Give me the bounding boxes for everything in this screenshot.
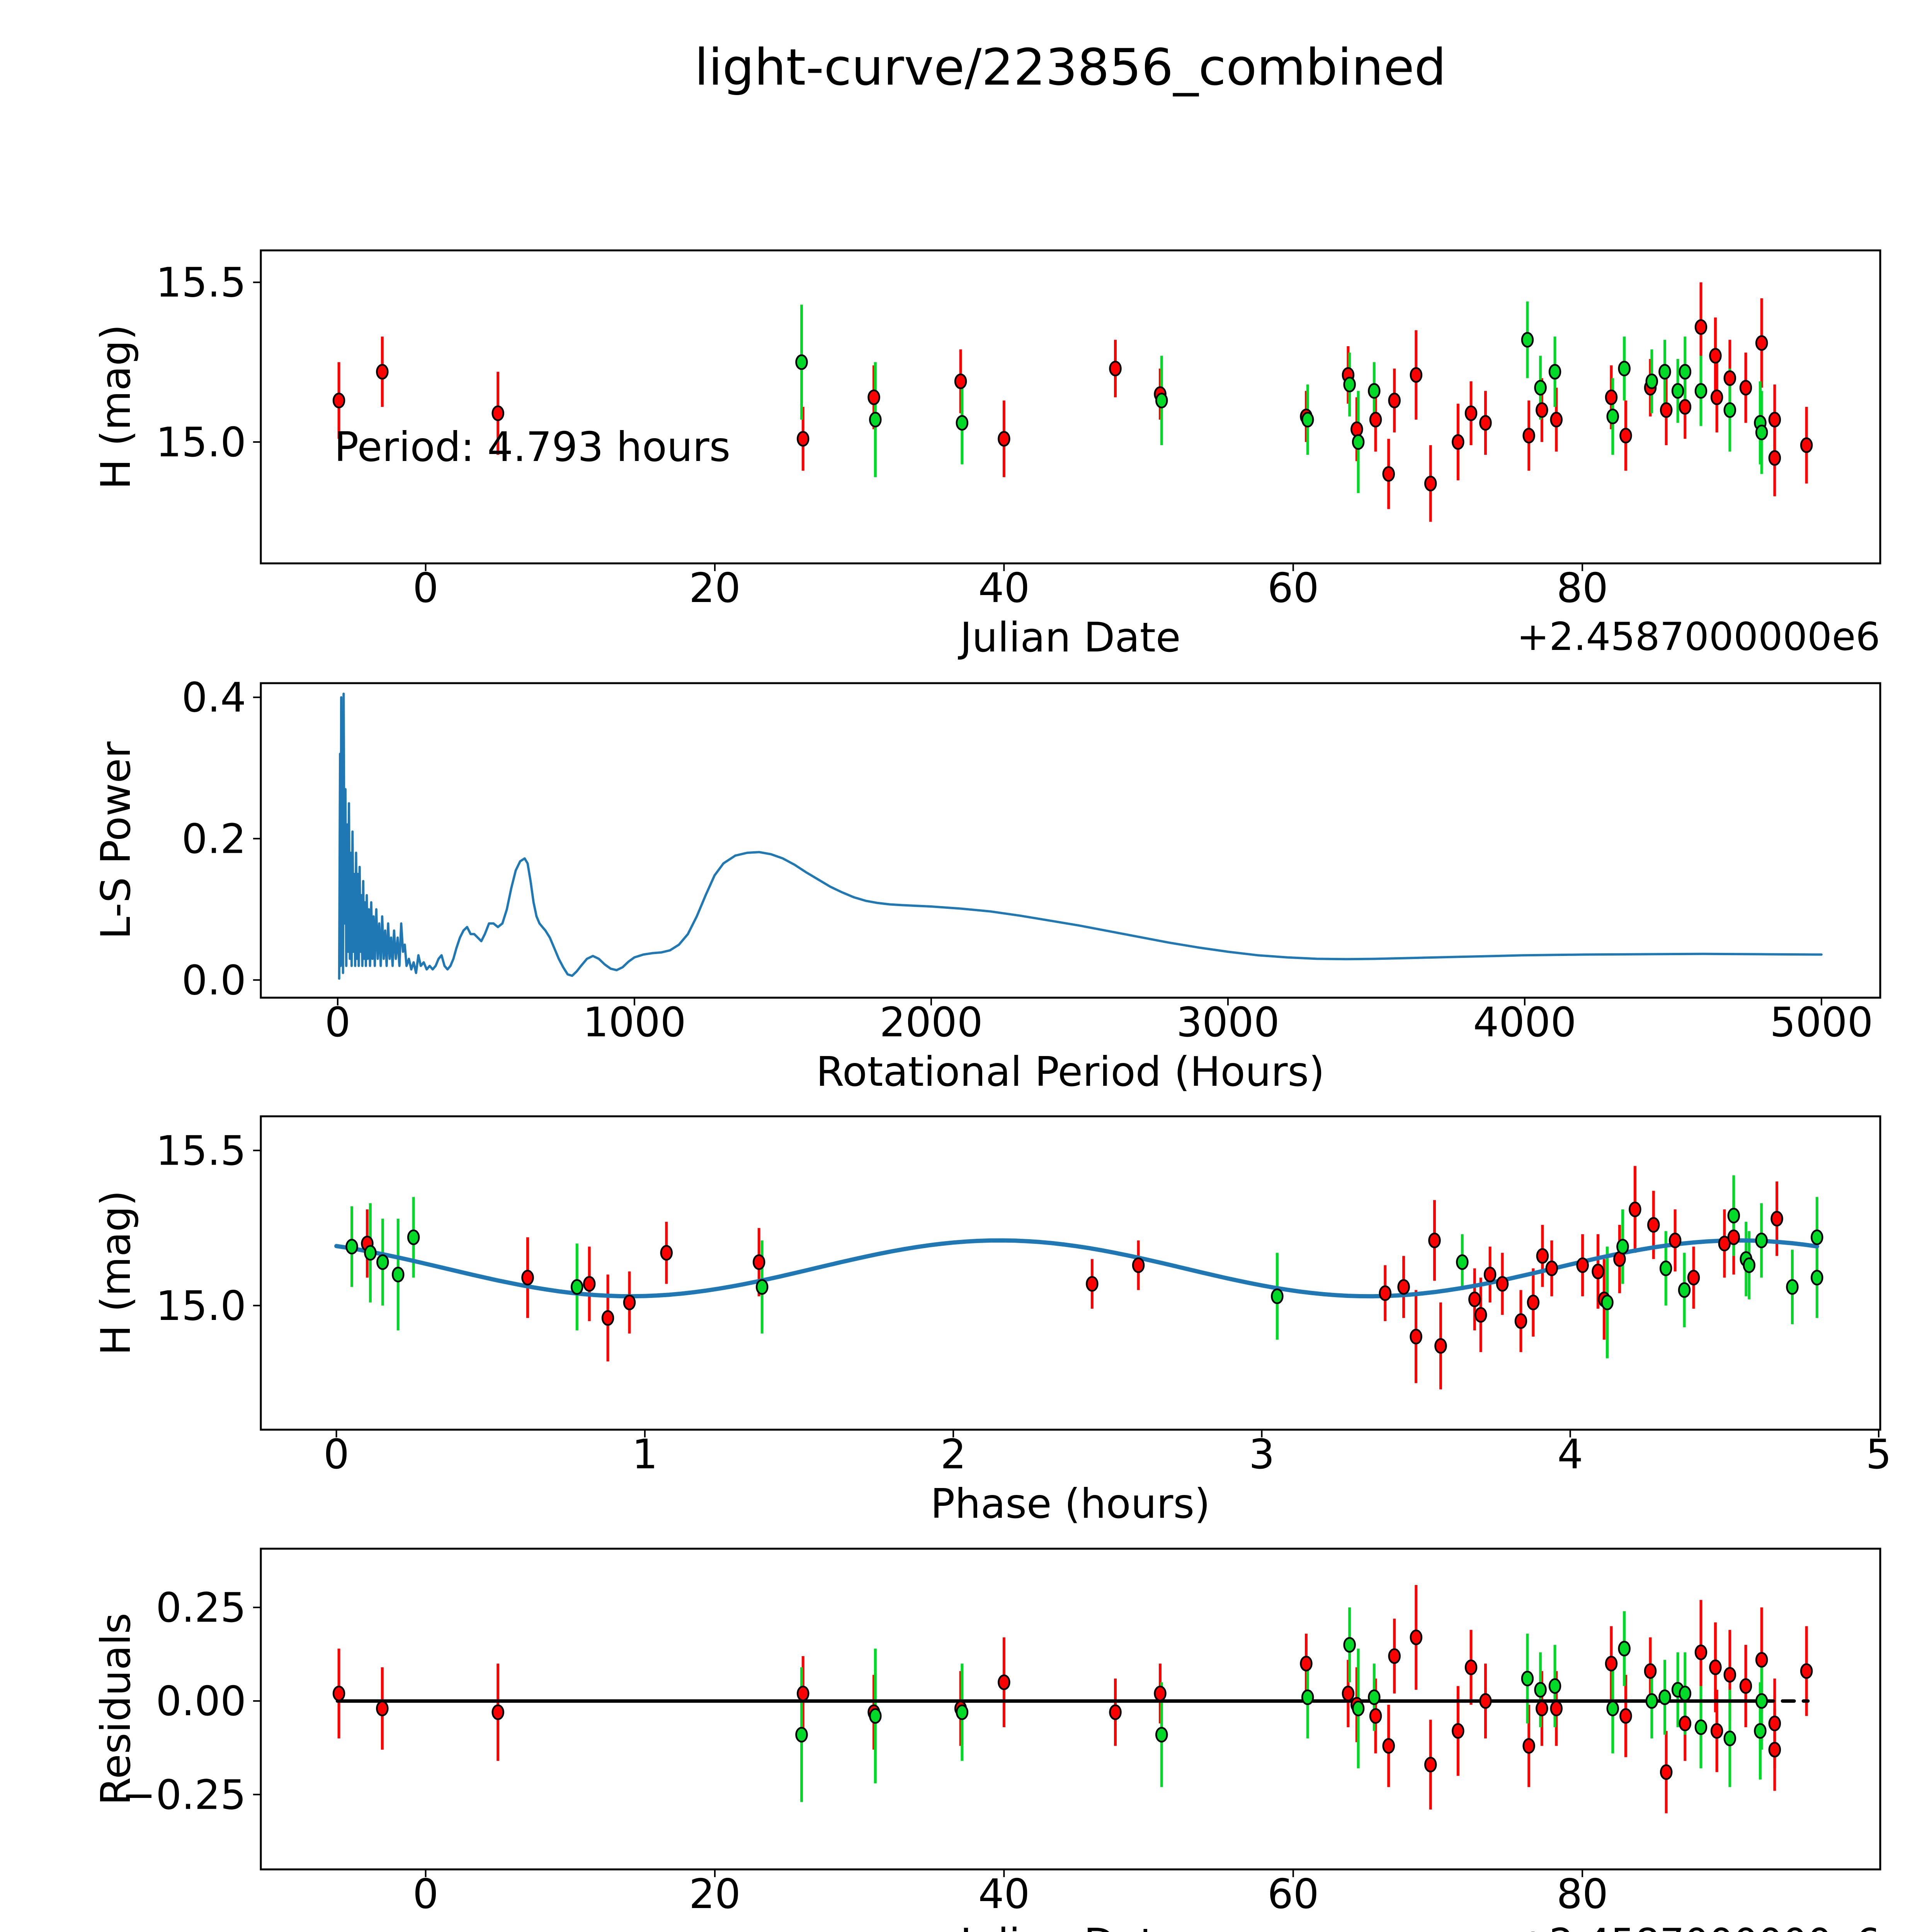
axis-y-label-lightcurve: H (mag) bbox=[92, 324, 139, 490]
svg-text:0: 0 bbox=[413, 565, 439, 612]
svg-text:0: 0 bbox=[325, 999, 351, 1046]
svg-text:0: 0 bbox=[323, 1431, 349, 1478]
x-axis-offset-residuals: +2.4587000000e6 bbox=[1517, 1920, 1880, 1932]
svg-text:15.0: 15.0 bbox=[156, 419, 246, 466]
period-annotation: Period: 4.793 hours bbox=[334, 423, 731, 471]
axis-y-label-residuals: Residuals bbox=[92, 1612, 139, 1806]
svg-text:3: 3 bbox=[1249, 1431, 1275, 1478]
svg-text:0.2: 0.2 bbox=[182, 815, 246, 862]
svg-text:1000: 1000 bbox=[583, 999, 686, 1046]
svg-text:40: 40 bbox=[978, 565, 1030, 612]
svg-text:1: 1 bbox=[632, 1431, 658, 1478]
svg-text:5: 5 bbox=[1866, 1431, 1892, 1478]
svg-text:20: 20 bbox=[689, 1871, 741, 1918]
svg-text:0.0: 0.0 bbox=[182, 957, 246, 1004]
x-axis-offset-lightcurve: +2.4587000000e6 bbox=[1517, 614, 1880, 659]
svg-text:2: 2 bbox=[940, 1431, 966, 1478]
axis-x-label-phase: Phase (hours) bbox=[930, 1480, 1211, 1527]
svg-text:5000: 5000 bbox=[1770, 999, 1873, 1046]
svg-text:15.5: 15.5 bbox=[156, 1127, 246, 1174]
axis-x-label-lightcurve: Julian Date bbox=[960, 614, 1181, 661]
figure-title: light-curve/223856_combined bbox=[694, 38, 1446, 97]
axis-y-label-periodogram: L-S Power bbox=[92, 741, 139, 940]
svg-text:2000: 2000 bbox=[879, 999, 983, 1046]
svg-text:60: 60 bbox=[1267, 565, 1319, 612]
svg-text:40: 40 bbox=[978, 1871, 1030, 1918]
svg-text:4: 4 bbox=[1557, 1431, 1583, 1478]
svg-text:−0.25: −0.25 bbox=[122, 1771, 246, 1818]
svg-text:0.4: 0.4 bbox=[182, 674, 246, 721]
svg-text:4000: 4000 bbox=[1473, 999, 1576, 1046]
axis-x-label-periodogram: Rotational Period (Hours) bbox=[816, 1048, 1325, 1095]
svg-text:15.5: 15.5 bbox=[156, 259, 246, 306]
axis-y-label-phase: H (mag) bbox=[92, 1190, 139, 1355]
svg-text:0.25: 0.25 bbox=[156, 1584, 246, 1631]
svg-text:15.0: 15.0 bbox=[156, 1282, 246, 1330]
svg-text:20: 20 bbox=[689, 565, 741, 612]
svg-text:60: 60 bbox=[1267, 1871, 1319, 1918]
svg-text:3000: 3000 bbox=[1176, 999, 1279, 1046]
svg-text:80: 80 bbox=[1556, 565, 1608, 612]
svg-text:0: 0 bbox=[413, 1871, 439, 1918]
svg-text:80: 80 bbox=[1556, 1871, 1608, 1918]
axis-x-label-residuals: Julian Date bbox=[960, 1920, 1180, 1932]
svg-text:0.00: 0.00 bbox=[156, 1678, 246, 1725]
